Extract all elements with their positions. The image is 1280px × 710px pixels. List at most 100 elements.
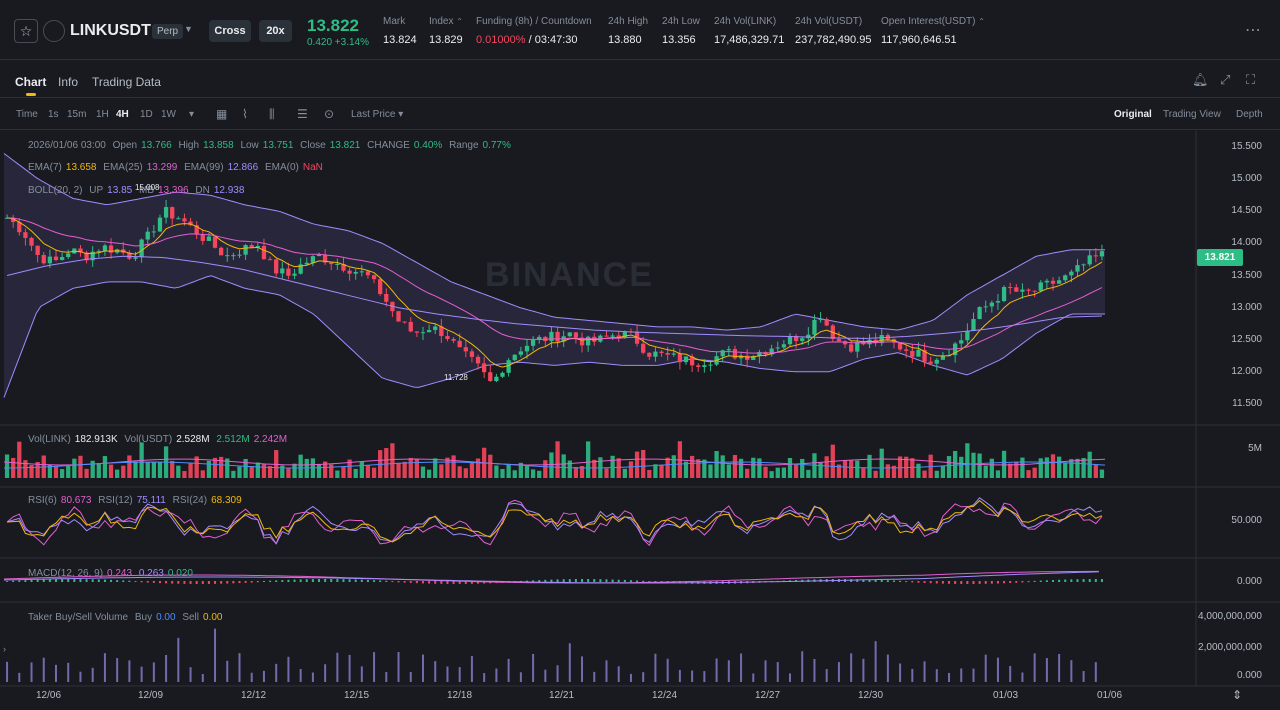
macd-histogram-bar (636, 580, 639, 582)
interval-1s[interactable]: 1s (48, 109, 59, 120)
volume-bar (133, 461, 138, 478)
collapse-panel-chevron-icon[interactable]: › (3, 644, 6, 654)
taker-axis-label-top: 4,000,000,000 (1198, 611, 1262, 622)
volume-bar (1056, 456, 1062, 478)
volume-bar (1075, 458, 1080, 478)
favorite-star-icon[interactable]: ☆ (14, 19, 38, 43)
candle-body (47, 256, 53, 264)
volume-bar (280, 465, 285, 478)
contract-type-badge: Perp (152, 24, 184, 39)
reset-scale-icon[interactable]: ⇕ (1231, 688, 1242, 702)
candle-body (329, 262, 334, 265)
ohlc-legend: 2026/01/06 03:00 Open 13.766 High 13.858 L… (28, 140, 511, 151)
taker-volume-bar (214, 628, 217, 682)
interval-1w[interactable]: 1W (161, 109, 176, 120)
candle-body (1069, 271, 1074, 276)
macd-histogram-bar (85, 579, 88, 582)
taker-axis-label-mid: 2,000,000,000 (1198, 642, 1262, 653)
macd-histogram-bar (911, 581, 914, 583)
volume-bar (867, 454, 872, 478)
candle-body (720, 350, 725, 357)
volume-bar (347, 459, 352, 478)
macd-histogram-bar (525, 580, 528, 582)
macd-histogram-bar (158, 581, 161, 584)
macd-histogram-bar (568, 579, 571, 582)
candle-body (108, 245, 114, 253)
time-axis-tick: 01/03 (993, 690, 1019, 701)
macd-histogram-bar (116, 580, 119, 582)
candle-type-icon[interactable]: ⫼ (269, 107, 275, 121)
stat-index[interactable]: Index ⌃ 13.829 (429, 16, 463, 46)
margin-mode-button[interactable]: Cross (209, 20, 251, 42)
tab-chart[interactable]: Chart (15, 75, 47, 89)
interval-time[interactable]: Time (16, 109, 38, 120)
taker-volume-bar (899, 663, 902, 682)
volume-bar (115, 469, 120, 478)
view-trading-view[interactable]: Trading View (1163, 109, 1221, 120)
interval-15m[interactable]: 15m (67, 109, 87, 120)
tab-trading-data[interactable]: Trading Data (92, 75, 161, 89)
tab-info[interactable]: Info (58, 75, 79, 89)
drawing-tools-icon[interactable]: ☰ (297, 107, 308, 121)
candle-body (451, 338, 456, 341)
volume-bar (910, 458, 915, 478)
interval-1h[interactable]: 1H (96, 109, 109, 120)
volume-bar (249, 466, 254, 478)
candle-body (781, 344, 787, 348)
volume-bar (298, 454, 303, 478)
interval-1d[interactable]: 1D (140, 109, 153, 120)
interval-dropdown-chevron-icon[interactable]: ▾ (189, 109, 195, 120)
macd-histogram-bar (262, 580, 265, 582)
stat-24h-low: 24h Low 13.356 (662, 16, 700, 46)
macd-histogram-bar (948, 581, 951, 584)
symbol-name[interactable]: LINKUSDT (70, 22, 151, 39)
candle-body (910, 350, 915, 357)
settings-icon[interactable]: ⊙ (324, 107, 335, 121)
leverage-button[interactable]: 20x (259, 20, 292, 42)
taker-volume-bar (629, 673, 632, 682)
interval-4h[interactable]: 4H (116, 109, 129, 120)
taker-volume-bar (67, 662, 70, 682)
macd-histogram-bar (929, 581, 932, 584)
macd-histogram-bar (1003, 581, 1006, 584)
taker-volume-bar (54, 664, 57, 682)
candle-body (818, 319, 823, 321)
macd-histogram-bar (232, 581, 235, 584)
symbol-dropdown-chevron-icon[interactable]: ▼ (184, 24, 193, 34)
volume-bar (592, 459, 597, 478)
taker-volume-bar (18, 672, 21, 682)
calendar-icon[interactable]: ▦ (216, 107, 228, 121)
alert-bell-icon[interactable]: 🔔︎ (1192, 72, 1209, 87)
candle-body (237, 254, 242, 256)
fullscreen-icon[interactable]: ⛶ (1246, 72, 1256, 87)
view-original[interactable]: Original (1114, 109, 1152, 120)
view-depth[interactable]: Depth (1236, 109, 1263, 120)
candle-body (1026, 289, 1031, 291)
candle-body (384, 293, 389, 302)
volume-bar (579, 466, 585, 478)
macd-histogram-bar (165, 581, 168, 584)
macd-histogram-bar (623, 579, 626, 582)
macd-histogram-bar (1064, 579, 1067, 582)
macd-histogram-bar (421, 581, 424, 584)
macd-histogram-bar (899, 580, 902, 582)
macd-histogram-bar (458, 581, 461, 584)
candle-body (745, 355, 750, 360)
volume-bar (72, 458, 77, 478)
candle-body (163, 207, 169, 218)
stat-open-interest[interactable]: Open Interest(USDT) ⌃ 117,960,646.51 (881, 16, 985, 46)
indicator-icon[interactable]: ⌇ (242, 107, 248, 121)
volume-bar (102, 456, 108, 478)
candle-body (310, 256, 316, 263)
volume-bar (977, 453, 982, 478)
more-options-icon[interactable]: ⋯ (1245, 22, 1262, 39)
volume-bar (35, 462, 40, 478)
volume-bar (940, 465, 946, 478)
price-type-select[interactable]: Last Price ▾ (351, 109, 404, 120)
taker-volume-bar (348, 654, 351, 682)
stat-funding: Funding (8h) / Countdown 0.01000% / 03:4… (476, 16, 592, 46)
volume-bar (946, 456, 952, 478)
expand-icon[interactable]: ⤢ (1220, 72, 1231, 87)
price-axis-tick: 13.000 (1231, 301, 1262, 313)
